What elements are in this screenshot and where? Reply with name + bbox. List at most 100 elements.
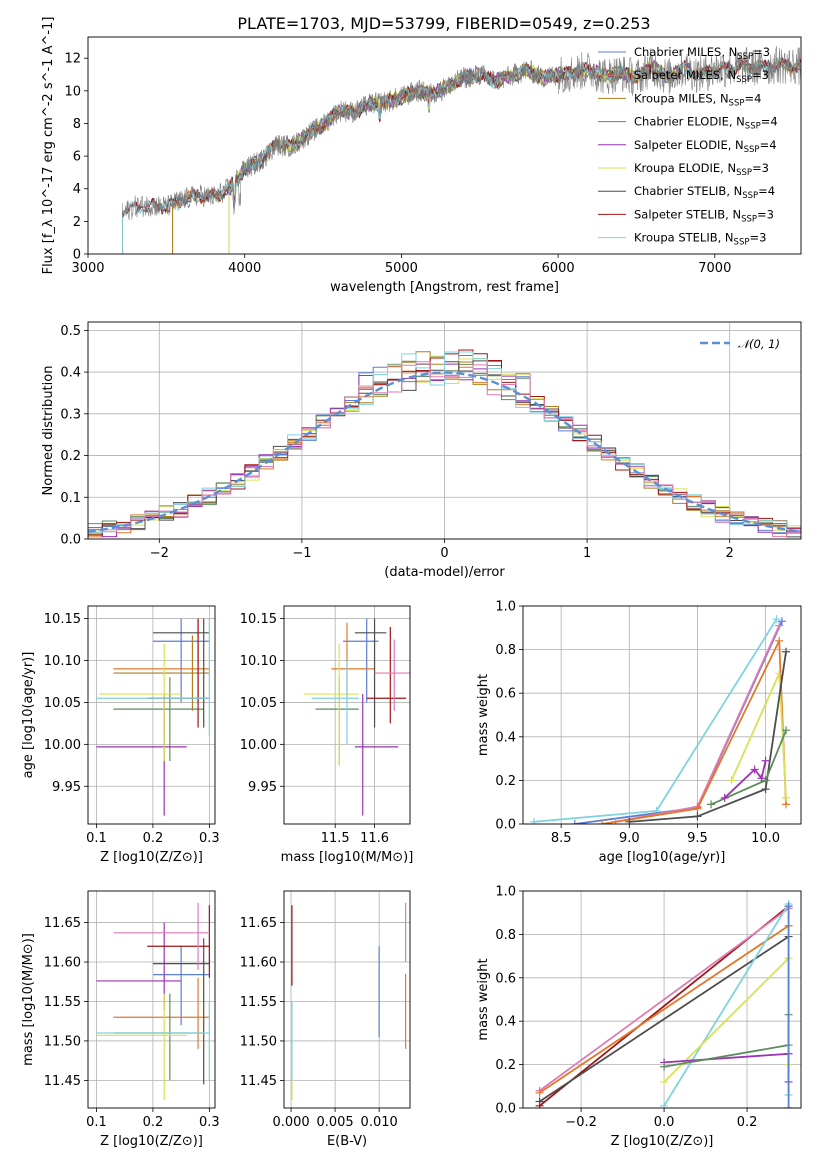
y-tick-label: 11.60 [240, 956, 277, 971]
residuals-panel: −2 −1 0 1 2 0.0 0.1 0.2 0.3 0.4 0.5 (data-model)/er… [41, 321, 802, 580]
y-tick-label: 11.45 [44, 1074, 81, 1089]
y-tick-label: 11.65 [44, 916, 81, 931]
y-tick-label: 1.0 [495, 600, 516, 615]
axes-frame [87, 36, 802, 255]
y-tick-label: 11.65 [240, 916, 277, 931]
mass-vs-EBV-points [291, 902, 407, 1101]
figure-title: PLATE=1703, MJD=53799, FIBERID=0549, z=0… [237, 14, 650, 33]
weight-marker [720, 793, 729, 802]
x-axis-label: age [log10(age/yr)] [599, 850, 726, 865]
x-tick-label: 4000 [228, 261, 261, 276]
y-axis-label: mass [log10(M/M⊙)] [21, 933, 36, 1066]
legend-label: Chabrier MILES, NSSP=3 [634, 45, 770, 62]
x-tick-label: 0.005 [316, 1115, 353, 1130]
y-tick-label: 10.05 [240, 696, 277, 711]
weight-marker [772, 615, 781, 624]
x-tick-label: 10.0 [751, 831, 780, 846]
x-tick-label: 0.1 [86, 1115, 107, 1130]
weight-vs-age-panel: 8.5 9.0 9.5 10.0 0.0 0.2 0.4 0.6 0.8 1.0 age [log1… [476, 600, 802, 865]
spectrum-lines [122, 45, 801, 254]
weight-marker [784, 902, 793, 911]
x-tick-label: 2 [726, 546, 734, 561]
y-tick-label: 12 [64, 52, 81, 67]
y-axis-label: mass weight [476, 958, 491, 1040]
weight-marker [782, 726, 791, 735]
x-tick-label: 0.2 [143, 831, 164, 846]
x-tick-label: 6000 [542, 261, 575, 276]
weight-marker [775, 636, 784, 645]
y-tick-label: 9.95 [248, 780, 277, 795]
legend-label: Kroupa STELIB, NSSP=3 [634, 231, 766, 248]
x-tick-label: 9.5 [687, 831, 708, 846]
age-vs-mass-points [303, 618, 410, 816]
x-axis-label: Z [log10(Z/Z⊙)] [100, 1134, 203, 1149]
weight-marker [761, 785, 770, 794]
x-tick-label: 0 [440, 546, 448, 561]
x-tick-label: 0.2 [737, 1115, 758, 1130]
weight-marker [625, 817, 634, 824]
y-tick-label: 0.6 [495, 971, 516, 986]
legend-label: Salpeter MILES, NSSP=3 [634, 68, 769, 85]
y-tick-label: 0.4 [495, 730, 516, 745]
normal-curve [88, 371, 801, 533]
mass-vs-EBV-panel: 0.000 0.005 0.010 11.45 11.50 11.55 11.60 11.65… [240, 890, 411, 1149]
y-axis-label: age [log10(age/yr)] [21, 652, 36, 779]
axes-frame [87, 321, 802, 540]
y-tick-label: 11.55 [240, 995, 277, 1010]
age-vs-Z-panel: 0.1 0.2 0.3 9.95 10.00 10.05 10.10 10.15 Z [log1… [21, 605, 220, 865]
weight-marker [757, 774, 766, 783]
y-tick-label: 9.95 [52, 780, 81, 795]
y-tick-label: 0.0 [60, 533, 81, 548]
weight-line [724, 760, 767, 799]
weight-marker [529, 817, 538, 824]
y-tick-label: 2 [73, 215, 81, 230]
y-tick-label: 10.10 [240, 654, 277, 669]
y-tick-label: 11.45 [240, 1074, 277, 1089]
weight-marker [761, 776, 770, 785]
weight-line [539, 924, 790, 1094]
x-tick-label: 11.6 [360, 831, 389, 846]
y-tick-label: 0.8 [495, 928, 516, 943]
y-tick-label: 0.6 [495, 687, 516, 702]
weight-marker [784, 1104, 793, 1108]
legend-label: Salpeter STELIB, NSSP=3 [634, 207, 774, 224]
observed-spectrum-line [122, 45, 801, 221]
weight-line [539, 935, 790, 1103]
x-axis-label: wavelength [Angstrom, rest frame] [330, 280, 559, 295]
weight-line [539, 907, 790, 1092]
axes-frame [283, 890, 411, 1109]
weight-vs-Z-panel: −0.2 0.0 0.2 0.0 0.2 0.4 0.6 0.8 1.0 Z [log10(Z/Z… [476, 885, 802, 1149]
x-tick-label: −2 [150, 546, 169, 561]
mass-vs-Z-points [96, 902, 210, 1101]
y-tick-label: 4 [73, 182, 81, 197]
histogram-step [88, 351, 801, 534]
axes-frame [87, 890, 216, 1109]
legend-label: Chabrier ELODIE, NSSP=4 [634, 115, 778, 132]
spectrum-panel: 3000 4000 5000 6000 7000 0 2 4 6 8 10 12 wavelength … [41, 17, 802, 295]
x-tick-label: 0.1 [86, 831, 107, 846]
x-tick-label: 0.000 [272, 1115, 309, 1130]
age-vs-Z-points [96, 618, 210, 816]
legend-label: Kroupa ELODIE, NSSP=3 [634, 161, 769, 178]
weight-marker [693, 804, 702, 813]
x-tick-label: 0.0 [654, 1115, 675, 1130]
x-axis-label: mass [log10(M/M⊙)] [281, 850, 414, 865]
x-tick-label: 0.010 [361, 1115, 398, 1130]
y-tick-label: 11.50 [240, 1034, 277, 1049]
x-axis-label: Z [log10(Z/Z⊙)] [611, 1134, 714, 1149]
legend-label: Chabrier STELIB, NSSP=4 [634, 184, 775, 201]
spectrum-legend: Chabrier MILES, NSSP=3 Salpeter MILES, NS… [598, 45, 778, 248]
y-tick-label: 11.50 [44, 1034, 81, 1049]
axes-frame [522, 890, 802, 1109]
y-tick-label: 0.4 [495, 1015, 516, 1030]
x-tick-label: 0.2 [143, 1115, 164, 1130]
x-tick-label: 7000 [698, 261, 731, 276]
axes-frame [87, 605, 216, 825]
x-tick-label: −0.2 [565, 1115, 597, 1130]
weight-marker [775, 621, 784, 630]
y-tick-label: 10.00 [44, 738, 81, 753]
weight-marker [750, 765, 759, 774]
weight-marker [761, 756, 770, 765]
y-tick-label: 0.8 [495, 643, 516, 658]
